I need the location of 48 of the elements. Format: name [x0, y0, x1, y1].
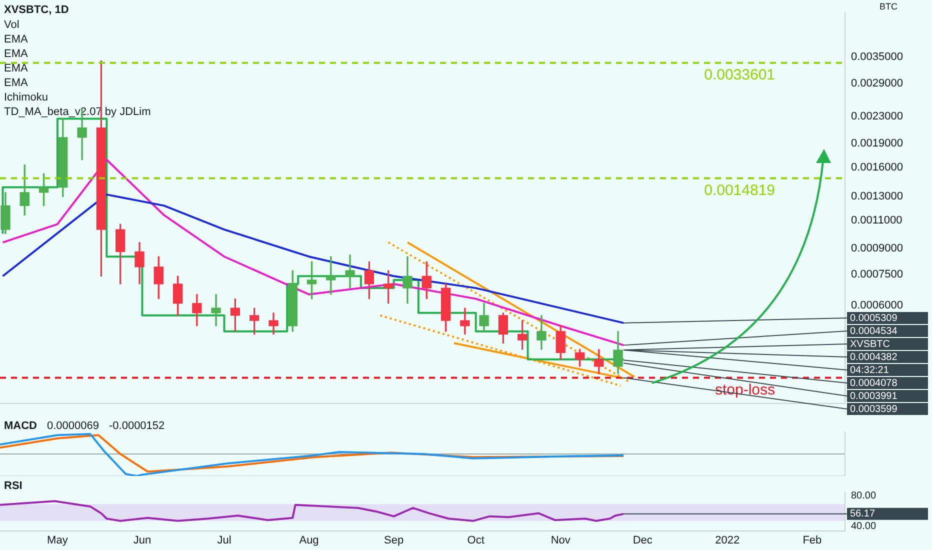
x-tick-label: Sep: [384, 534, 404, 546]
y-tick-label: 0.0019000: [851, 137, 903, 150]
annotation: 04:32:21: [850, 364, 890, 376]
chart-title: XVSBTC, 1D: [4, 4, 69, 16]
y-tick-label: 0.0016000: [851, 161, 903, 174]
x-tick-label: May: [47, 534, 68, 546]
annotation: EMA: [4, 48, 28, 60]
y-tick-label: 0.0006000: [851, 300, 903, 312]
text: 0.0000069: [46, 420, 99, 432]
annotation: Ichimoku: [4, 92, 48, 104]
x-tick-label: Feb: [802, 534, 822, 546]
annotation: 0.0003991: [850, 390, 898, 402]
y-tick-label: 80.00: [851, 490, 876, 502]
chart-title: RSI: [4, 480, 22, 492]
y-axis-title: BTC: [880, 1, 898, 12]
y-tick-label: 0.0009000: [851, 242, 903, 255]
ref-line-label: stop-loss: [714, 381, 775, 398]
annotation: Vol: [4, 19, 20, 32]
y-tick-label: 0.0029000: [851, 78, 903, 90]
x-tick-label: Dec: [632, 534, 653, 546]
annotation: 0.0004078: [850, 378, 898, 389]
x-tick-label: Jul: [217, 534, 232, 546]
annotation: 56.17: [850, 508, 876, 520]
annotation: EMA: [4, 62, 28, 75]
annotation: 0.0003599: [850, 404, 898, 415]
ref-line-label: 0.0014819: [704, 182, 775, 199]
x-tick-label: Jun: [133, 534, 152, 546]
x-tick-label: Aug: [299, 534, 319, 546]
annotation: EMA: [4, 77, 28, 90]
y-tick-label: 0.0023000: [851, 110, 903, 122]
y-tick-label: 40.00: [851, 520, 876, 532]
x-tick-label: Nov: [550, 534, 571, 546]
x-tick-label: Oct: [467, 534, 484, 546]
ref-line-label: 0.0033601: [704, 66, 775, 84]
annotation: EMA: [4, 34, 28, 46]
y-tick-label: 0.0011000: [851, 214, 902, 226]
y-tick-label: 0.0035000: [851, 51, 903, 64]
y-tick-label: 0.0013000: [851, 190, 903, 203]
annotation: 0.0005309: [850, 312, 898, 324]
annotation: XVSBTC: [850, 338, 890, 350]
y-tick-label: 0.0007500: [851, 268, 903, 280]
candlestick: [345, 254, 355, 288]
annotation: 0.0004534: [850, 326, 898, 337]
x-tick-label: 2022: [715, 534, 740, 546]
annotation: 0.0004382: [850, 352, 898, 363]
candlestick: [211, 294, 221, 326]
chart-title: MACD: [4, 420, 38, 432]
text: -0.0000152: [108, 420, 165, 432]
